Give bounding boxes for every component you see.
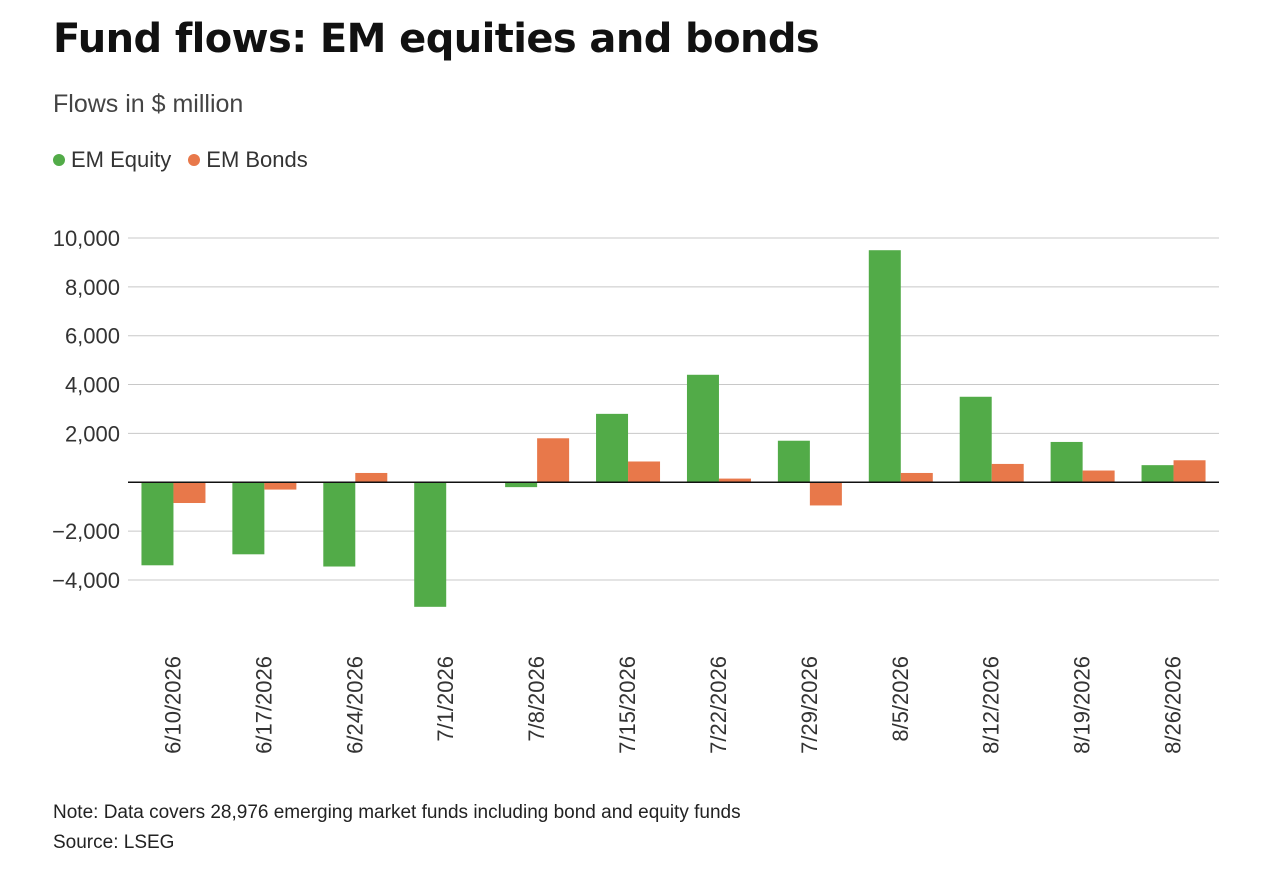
source-line: Source: LSEG: [53, 832, 175, 853]
legend-label-em-bonds: EM Bonds: [206, 147, 308, 172]
bar-em-equity: [686, 374, 719, 483]
bar-em-bonds: [718, 478, 751, 483]
bar-em-equity: [1141, 465, 1174, 483]
legend-label-em-equity: EM Equity: [71, 147, 172, 172]
bar-em-equity: [505, 482, 538, 488]
legend-swatch-em-equity: [53, 154, 65, 166]
bar-em-bonds: [264, 482, 297, 490]
x-tick-label: 6/17/2026: [251, 656, 276, 754]
legend-swatch-em-bonds: [188, 154, 201, 166]
bar-em-equity: [1050, 441, 1083, 483]
bar-em-bonds: [991, 463, 1024, 483]
y-tick-label: 6,000: [65, 324, 120, 349]
x-tick-label: 8/19/2026: [1070, 656, 1095, 754]
bar-em-equity: [596, 413, 629, 483]
bar-em-bonds: [355, 472, 388, 483]
bar-em-equity: [141, 482, 174, 566]
bar-em-equity: [868, 250, 901, 483]
x-tick-label: 6/24/2026: [342, 656, 367, 754]
y-tick-label: 2,000: [65, 421, 120, 446]
bar-em-bonds: [809, 482, 842, 506]
bar-em-bonds: [1082, 470, 1115, 483]
bar-em-equity: [959, 396, 992, 483]
legend-item-em-bonds: EM Bonds: [188, 147, 308, 173]
chart-subtitle: Flows in $ million: [53, 90, 244, 118]
y-tick-label: −4,000: [52, 568, 120, 593]
bar-em-bonds: [173, 482, 206, 504]
x-tick-label: 6/10/2026: [160, 656, 185, 754]
bar-em-bonds: [537, 438, 570, 483]
x-tick-label: 8/5/2026: [888, 656, 913, 742]
y-tick-label: 8,000: [65, 275, 120, 300]
bar-em-bonds: [900, 472, 933, 483]
chart-title: Fund flows: EM equities and bonds: [53, 16, 820, 62]
bar-em-equity: [232, 482, 265, 555]
x-tick-label: 7/1/2026: [433, 656, 458, 742]
x-tick-label: 7/29/2026: [797, 656, 822, 754]
y-tick-label: −2,000: [52, 519, 120, 544]
bar-em-equity: [323, 482, 356, 567]
bar-chart: 10,000 8,000 6,000 4,000 2,000 −2,000 −4,000 6/…: [52, 226, 1219, 754]
chart-legend: EM Equity EM Bonds: [53, 147, 325, 173]
x-tick-label: 8/26/2026: [1161, 656, 1186, 754]
bar-em-equity: [414, 482, 447, 607]
x-tick-label: 7/15/2026: [615, 656, 640, 754]
legend-item-em-equity: EM Equity: [53, 147, 171, 173]
y-tick-label: 10,000: [53, 226, 120, 251]
y-tick-label: 4,000: [65, 373, 120, 398]
bar-em-bonds: [1173, 460, 1206, 483]
x-tick-label: 7/8/2026: [524, 656, 549, 742]
footnote: Note: Data covers 28,976 emerging market…: [53, 802, 741, 823]
bar-em-bonds: [628, 461, 661, 483]
bar-em-equity: [777, 440, 810, 483]
x-tick-label: 8/12/2026: [979, 656, 1004, 754]
x-tick-label: 7/22/2026: [706, 656, 731, 754]
